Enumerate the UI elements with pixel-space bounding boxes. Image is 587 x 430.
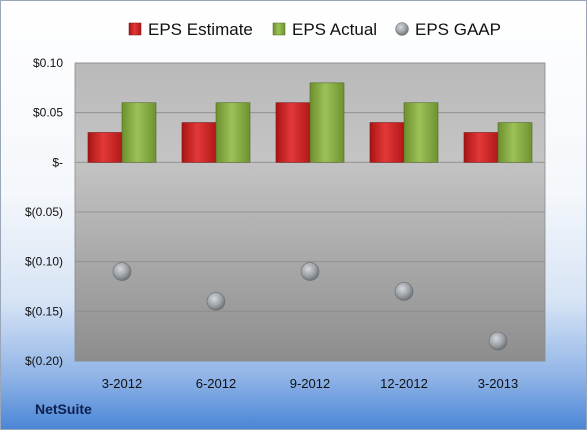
brand-label: NetSuite	[35, 401, 92, 417]
marker-eps-gaap	[112, 262, 132, 281]
bar-eps-estimate	[275, 102, 311, 163]
y-tick-label: $(0.10)	[25, 255, 63, 269]
x-tick-label: 3-2012	[102, 376, 142, 391]
bar-eps-actual	[309, 82, 345, 163]
bars	[87, 82, 533, 163]
marker-eps-gaap	[394, 282, 414, 301]
bar-eps-actual	[403, 102, 439, 163]
y-tick-label: $(0.15)	[25, 304, 63, 318]
legend-label: EPS Actual	[292, 20, 377, 39]
bar-eps-estimate	[369, 122, 405, 163]
legend-swatch	[128, 22, 142, 36]
legend-swatch	[395, 22, 409, 36]
bar-eps-estimate	[463, 132, 499, 163]
bar-eps-actual	[121, 102, 157, 163]
bar-eps-estimate	[87, 132, 123, 163]
y-tick-label: $0.10	[33, 56, 63, 70]
bar-eps-actual	[215, 102, 251, 163]
y-axis: $0.10 $0.05 $- $(0.05) $(0.10) $(0.15) $(0.20)	[25, 56, 63, 368]
legend-swatch	[272, 22, 286, 36]
legend: EPS Estimate EPS Actual EPS GAAP	[128, 20, 501, 39]
marker-eps-gaap	[300, 262, 320, 281]
y-tick-label: $(0.20)	[25, 354, 63, 368]
x-axis: 3-2012 6-2012 9-2012 12-2012 3-2013	[102, 376, 518, 391]
y-tick-label: $-	[52, 155, 63, 169]
marker-eps-gaap	[206, 292, 226, 311]
x-tick-label: 6-2012	[196, 376, 236, 391]
x-tick-label: 9-2012	[290, 376, 330, 391]
legend-label: EPS GAAP	[415, 20, 501, 39]
legend-label: EPS Estimate	[148, 20, 253, 39]
gaap-markers	[112, 262, 508, 351]
y-tick-label: $0.05	[33, 106, 63, 120]
x-tick-label: 12-2012	[380, 376, 428, 391]
marker-eps-gaap	[488, 331, 508, 351]
x-tick-label: 3-2013	[478, 376, 518, 391]
bar-eps-actual	[497, 122, 533, 163]
bar-eps-estimate	[181, 122, 217, 163]
y-tick-label: $(0.05)	[25, 205, 63, 219]
